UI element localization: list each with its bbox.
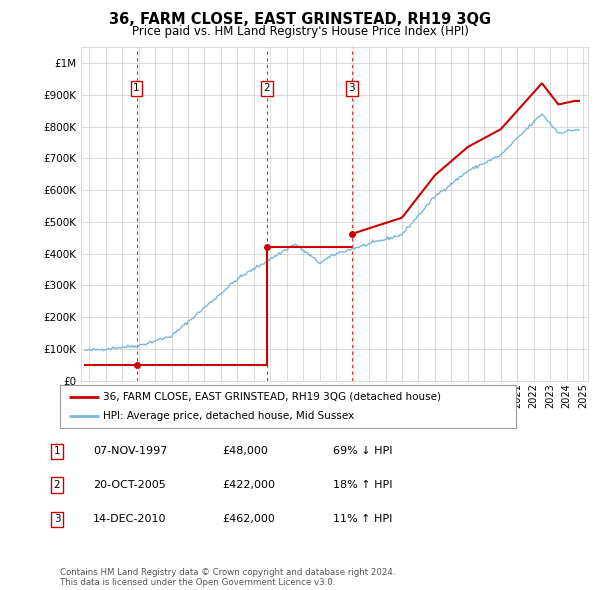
Text: 69% ↓ HPI: 69% ↓ HPI — [333, 447, 392, 456]
Text: 3: 3 — [349, 83, 355, 93]
Text: 18% ↑ HPI: 18% ↑ HPI — [333, 480, 392, 490]
Text: 20-OCT-2005: 20-OCT-2005 — [93, 480, 166, 490]
Text: 07-NOV-1997: 07-NOV-1997 — [93, 447, 167, 456]
Text: £462,000: £462,000 — [222, 514, 275, 524]
Text: Contains HM Land Registry data © Crown copyright and database right 2024.
This d: Contains HM Land Registry data © Crown c… — [60, 568, 395, 587]
Text: 36, FARM CLOSE, EAST GRINSTEAD, RH19 3QG: 36, FARM CLOSE, EAST GRINSTEAD, RH19 3QG — [109, 12, 491, 27]
Text: 2: 2 — [263, 83, 270, 93]
Text: £48,000: £48,000 — [222, 447, 268, 456]
Text: Price paid vs. HM Land Registry's House Price Index (HPI): Price paid vs. HM Land Registry's House … — [131, 25, 469, 38]
Text: 1: 1 — [133, 83, 140, 93]
Text: 36, FARM CLOSE, EAST GRINSTEAD, RH19 3QG (detached house): 36, FARM CLOSE, EAST GRINSTEAD, RH19 3QG… — [103, 392, 442, 402]
Text: 14-DEC-2010: 14-DEC-2010 — [93, 514, 167, 524]
Text: 1: 1 — [53, 447, 61, 456]
Text: 2: 2 — [53, 480, 61, 490]
Text: HPI: Average price, detached house, Mid Sussex: HPI: Average price, detached house, Mid … — [103, 411, 355, 421]
Text: £422,000: £422,000 — [222, 480, 275, 490]
Text: 3: 3 — [53, 514, 61, 524]
Text: 11% ↑ HPI: 11% ↑ HPI — [333, 514, 392, 524]
